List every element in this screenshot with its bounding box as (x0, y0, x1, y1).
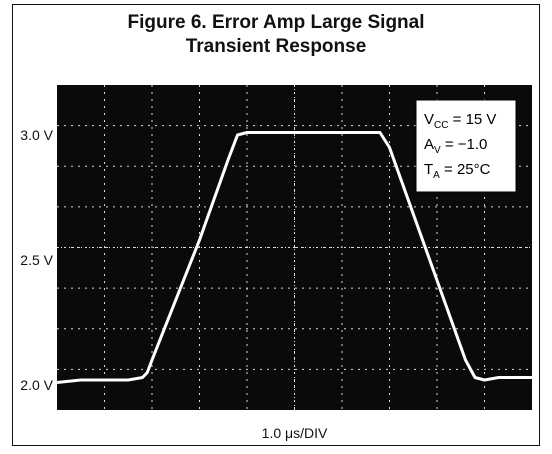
x-axis-label: 1.0 μs/DIV (262, 425, 328, 441)
condition-text: AV = −1.0 (424, 136, 487, 156)
title-line-2: Transient Response (185, 36, 367, 57)
condition-text: TA = 25°C (424, 161, 491, 181)
figure-title: Figure 6. Error Amp Large Signal Transie… (13, 11, 539, 59)
y-tick-label: 2.0 V (20, 377, 53, 393)
signal-trace (56, 131, 532, 384)
y-tick-label: 3.0 V (20, 127, 53, 143)
title-line-1: Figure 6. Error Amp Large Signal (127, 12, 425, 33)
conditions-box (415, 99, 517, 193)
condition-text: VCC = 15 V (424, 111, 496, 131)
y-tick-label: 2.5 V (20, 252, 53, 268)
